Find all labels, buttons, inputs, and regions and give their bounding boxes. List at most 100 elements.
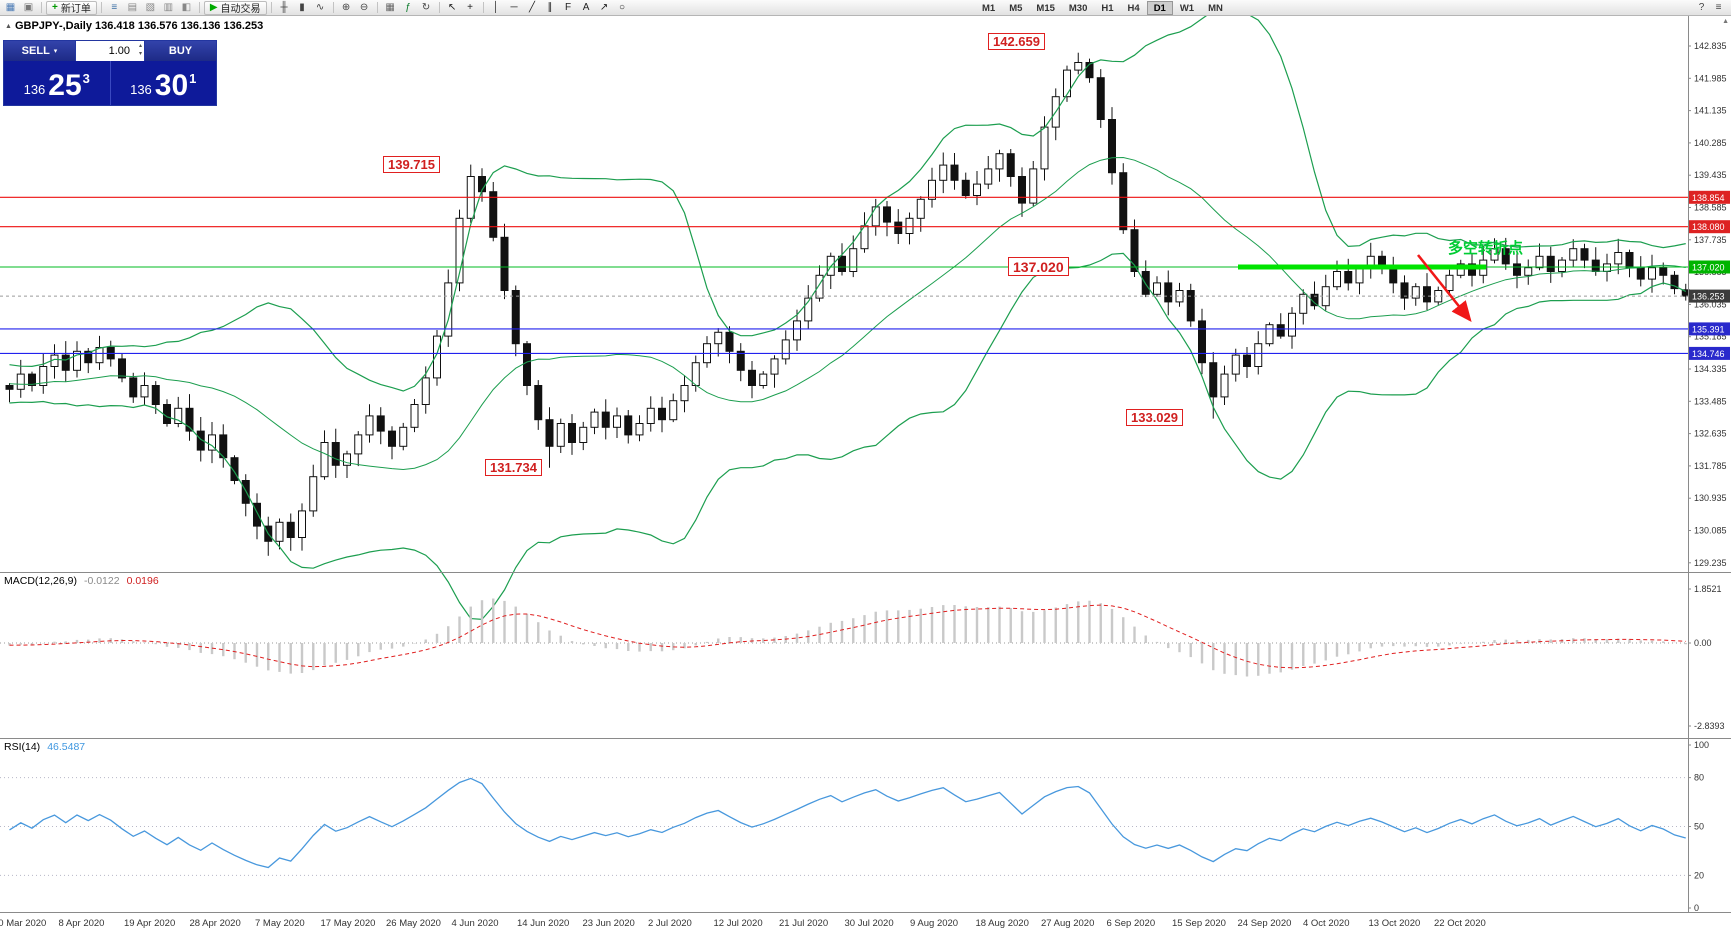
date-label: 23 Jun 2020 <box>582 918 635 929</box>
vline-icon[interactable]: │ <box>492 1 500 13</box>
line-chart-icon[interactable]: ∿ <box>315 1 325 13</box>
symbol-ohlc-label: ▲ GBPJPY-,Daily 136.418 136.576 136.136 1… <box>5 20 263 32</box>
svg-text:130.085: 130.085 <box>1694 526 1727 536</box>
date-label: 17 May 2020 <box>320 918 376 929</box>
timeframe-m30[interactable]: M30 <box>1068 3 1088 14</box>
profiles-icon[interactable]: ▣ <box>23 1 34 13</box>
timeframe-toolbar: M1 M5 M15 M30 H1 H4 D1 W1 MN <box>975 1 1230 15</box>
buy-button[interactable]: BUY <box>145 41 216 61</box>
toolbar-right-group: ? ≡ <box>1693 1 1727 15</box>
svg-text:135.391: 135.391 <box>1692 324 1725 334</box>
date-label: 21 Jul 2020 <box>779 918 829 929</box>
svg-text:80: 80 <box>1694 773 1704 783</box>
fibonacci-icon[interactable]: F <box>564 1 572 13</box>
arrow-tool-icon[interactable]: ↗ <box>599 1 609 13</box>
timeframe-m1[interactable]: M1 <box>982 3 996 14</box>
price-annotation[interactable]: 139.715 <box>383 156 440 173</box>
shapes-icon[interactable]: ○ <box>619 1 626 13</box>
macd-main-value: -0.0122 <box>83 575 120 587</box>
svg-text:140.285: 140.285 <box>1694 138 1727 148</box>
date-label: 27 Aug 2020 <box>1041 918 1095 929</box>
cursor-icon[interactable]: ↖ <box>447 1 457 13</box>
more-icon[interactable]: ≡ <box>1715 2 1722 13</box>
timeframe-mn[interactable]: MN <box>1208 3 1223 14</box>
timeframe-h4[interactable]: H4 <box>1127 3 1140 14</box>
horizontal-levels[interactable] <box>0 196 1688 354</box>
toolbar-separator <box>438 2 440 13</box>
timeframe-h1[interactable]: H1 <box>1101 3 1114 14</box>
turning-point-note[interactable]: 多空转折点 <box>1448 240 1524 257</box>
toolbar-separator <box>482 2 484 13</box>
zoom-in-icon[interactable]: ⊕ <box>341 1 351 13</box>
svg-text:138.585: 138.585 <box>1694 203 1727 213</box>
timeframe-w1[interactable]: W1 <box>1179 3 1195 14</box>
macd-signal-value: 0.0196 <box>126 575 159 587</box>
volume-spinner[interactable]: ▴ ▾ <box>139 42 142 58</box>
spinner-up-icon[interactable]: ▴ <box>138 43 142 49</box>
toolbar-separator <box>198 2 200 13</box>
date-label: 19 Apr 2020 <box>124 918 176 929</box>
indicators-icon[interactable]: ƒ <box>405 1 411 13</box>
sell-button[interactable]: SELL ▾ <box>4 41 75 61</box>
date-label: 14 Jun 2020 <box>517 918 570 929</box>
autotrade-button[interactable]: ▶ 自动交易 <box>203 0 267 15</box>
sell-button-label: SELL <box>21 45 50 57</box>
date-label: 15 Sep 2020 <box>1172 918 1226 929</box>
timeframe-m15[interactable]: M15 <box>1036 3 1055 14</box>
tile-windows-icon[interactable]: ▦ <box>385 1 395 13</box>
svg-text:138.854: 138.854 <box>1692 193 1725 203</box>
svg-text:129.235: 129.235 <box>1694 558 1727 568</box>
price-annotation[interactable]: 131.734 <box>485 459 542 476</box>
price-annotation[interactable]: 142.659 <box>988 33 1045 50</box>
svg-text:20: 20 <box>1694 870 1704 880</box>
buy-price[interactable]: 136 30 1 <box>109 61 217 105</box>
navigator-icon[interactable]: ▧ <box>145 1 156 13</box>
svg-text:0: 0 <box>1694 903 1699 913</box>
terminal-icon[interactable]: ▥ <box>163 1 174 13</box>
strategy-tester-icon[interactable]: ◧ <box>181 1 192 13</box>
buy-price-pipette: 1 <box>189 71 197 86</box>
candle-chart-icon[interactable]: ▮ <box>299 1 305 13</box>
svg-text:130.935: 130.935 <box>1694 493 1727 503</box>
price-axis[interactable]: 142.835 141.985 141.135 140.285 139.435 138.5… <box>0 16 1731 913</box>
trend-arrow[interactable] <box>1416 254 1472 323</box>
volume-input[interactable]: 1.00 ▴ ▾ <box>75 41 145 61</box>
svg-text:141.135: 141.135 <box>1694 106 1727 116</box>
text-icon[interactable]: A <box>582 1 590 13</box>
new-chart-icon[interactable]: ▦ <box>5 1 16 13</box>
date-label: 18 Aug 2020 <box>975 918 1029 929</box>
svg-text:136.253: 136.253 <box>1692 292 1725 302</box>
macd-panel: 1.8521 0.00 -2.8393 <box>0 584 1725 731</box>
data-window-icon[interactable]: ▤ <box>127 1 138 13</box>
toolbar-separator <box>270 2 272 13</box>
trendline-icon[interactable]: ╱ <box>529 1 536 13</box>
sell-price[interactable]: 136 25 3 <box>4 61 110 105</box>
help-icon[interactable]: ? <box>1698 2 1705 13</box>
new-order-button[interactable]: + 新订单 <box>46 0 97 15</box>
turning-point-zone <box>1238 264 1486 270</box>
rsi-name: RSI(14) <box>4 741 41 753</box>
market-watch-icon[interactable]: ≡ <box>111 1 118 13</box>
channel-icon[interactable]: ∥ <box>547 1 553 13</box>
price-annotation[interactable]: 133.029 <box>1126 409 1183 426</box>
autotrade-button-label: 自动交易 <box>220 4 261 15</box>
price-annotation[interactable]: 137.020 <box>1008 257 1069 276</box>
svg-text:1.8521: 1.8521 <box>1694 584 1722 594</box>
svg-text:134.746: 134.746 <box>1692 349 1725 359</box>
spinner-down-icon[interactable]: ▾ <box>138 51 142 57</box>
hline-icon[interactable]: ─ <box>510 1 518 13</box>
date-label: 30 Jul 2020 <box>844 918 894 929</box>
volume-value: 1.00 <box>108 45 130 57</box>
macd-indicator-label: MACD(12,26,9) -0.0122 0.0196 <box>4 575 159 587</box>
time-axis[interactable]: 30 Mar 2020 8 Apr 2020 19 Apr 2020 28 Apr 2… <box>0 914 1731 938</box>
bar-chart-icon[interactable]: ╫ <box>280 1 288 13</box>
period-icon[interactable]: ↻ <box>421 1 431 13</box>
timeframe-d1[interactable]: D1 <box>1146 1 1173 15</box>
timeframe-m5[interactable]: M5 <box>1009 3 1023 14</box>
scrollbar-up-arrow[interactable]: ▲ <box>1722 18 1729 25</box>
bollinger-bands <box>9 10 1687 621</box>
zoom-out-icon[interactable]: ⊖ <box>359 1 369 13</box>
crosshair-icon[interactable]: + <box>467 1 473 13</box>
